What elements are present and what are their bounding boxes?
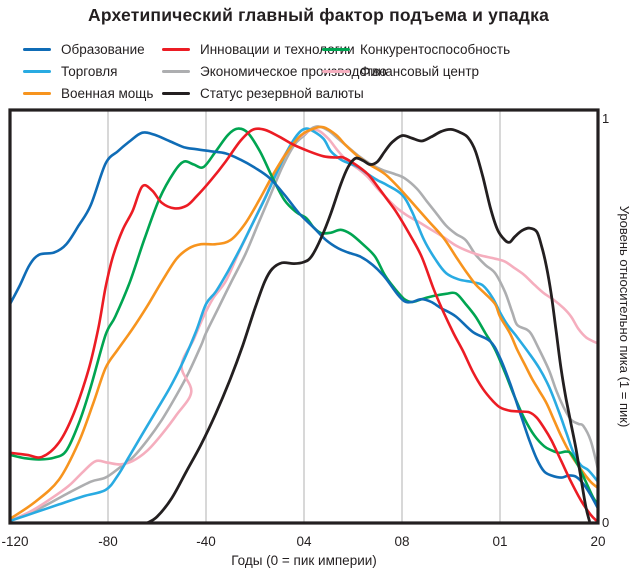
legend-label: Статус резервной валюты	[200, 86, 364, 101]
legend-item-econ: Экономическое производство	[162, 62, 387, 81]
legend-label: Военная мощь	[61, 86, 154, 101]
legend-item-trade: Торговля	[23, 62, 153, 81]
series-line-trade	[10, 127, 598, 523]
y-tick-label: 0	[602, 515, 609, 530]
legend-column: Образование Торговля Военная мощь	[23, 40, 153, 106]
series-line-financial	[10, 128, 598, 523]
x-axis-title: Годы (0 = пик империи)	[231, 553, 377, 568]
legend-swatch-icon	[162, 91, 190, 96]
x-tick-label: -120	[1, 534, 28, 549]
series-line-competitiveness	[10, 127, 598, 506]
legend-swatch-icon	[23, 91, 51, 96]
series-line-innovation	[10, 127, 598, 523]
x-tick-label: -80	[98, 534, 118, 549]
y-tick-label: 1	[602, 111, 609, 126]
legend: Образование Торговля Военная мощь Инновации…	[0, 40, 637, 102]
legend-item-financial: Финансовый центр	[322, 62, 510, 81]
legend-column: Конкурентоспособность Финансовый центр	[322, 40, 510, 84]
legend-swatch-icon	[23, 69, 51, 74]
legend-column: Инновации и технологии Экономическое прои…	[162, 40, 387, 106]
legend-label: Инновации и технологии	[200, 42, 355, 57]
series-line-education	[10, 131, 598, 510]
legend-swatch-icon	[322, 47, 350, 52]
legend-item-reserve: Статус резервной валюты	[162, 84, 387, 103]
plot-border	[8, 108, 600, 525]
legend-swatch-icon	[23, 47, 51, 52]
x-tick-label: -40	[196, 534, 216, 549]
legend-label: Конкурентоспособность	[360, 42, 511, 57]
legend-label: Торговля	[61, 64, 118, 79]
x-tick-label: 08	[394, 534, 409, 549]
series-line-reserve	[145, 127, 591, 523]
legend-item-education: Образование	[23, 40, 153, 59]
series-line-military	[10, 125, 598, 521]
legend-swatch-icon	[162, 69, 190, 74]
legend-label: Финансовый центр	[360, 64, 480, 79]
x-tick-label: 04	[296, 534, 312, 549]
chart-title: Архетипический главный фактор подъема и …	[88, 5, 549, 25]
legend-item-innovation: Инновации и технологии	[162, 40, 387, 59]
legend-label: Экономическое производство	[200, 64, 387, 79]
legend-swatch-icon	[322, 69, 350, 74]
legend-swatch-icon	[162, 47, 190, 52]
legend-label: Образование	[61, 42, 145, 57]
y-axis-title: Уровень относительно пика (1 = пик)	[617, 206, 632, 428]
x-tick-label: 20	[590, 534, 605, 549]
legend-item-military: Военная мощь	[23, 84, 153, 103]
x-tick-label: 01	[492, 534, 507, 549]
legend-item-competitiveness: Конкурентоспособность	[322, 40, 510, 59]
